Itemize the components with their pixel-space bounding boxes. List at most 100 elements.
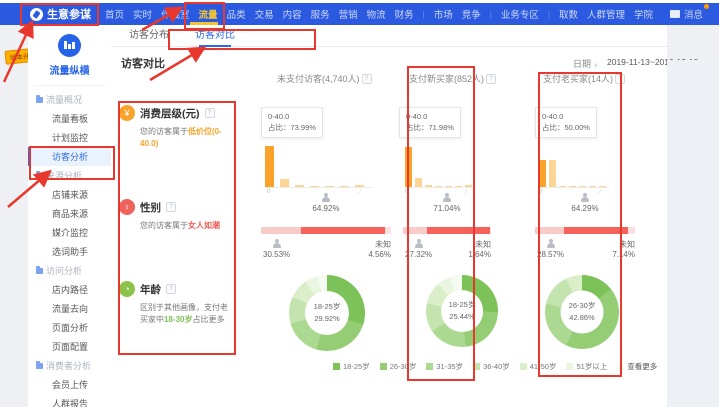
legend-item: 36-40岁 xyxy=(473,361,510,372)
sidebar-item-crowd-report[interactable]: 人群报告 xyxy=(52,399,89,407)
col-header-unpaid: 未支付访客(4,740人)? xyxy=(277,72,372,85)
col-header-old-buyers: 支付老买家(14人)? xyxy=(543,72,626,85)
help-icon[interactable]: ? xyxy=(361,73,372,84)
donut-ring: 26-30岁 42.86% xyxy=(545,275,619,349)
legend-swatch xyxy=(379,363,387,370)
sidebar-item-item-source[interactable]: 商品来源 xyxy=(52,209,89,219)
row-label-age: ◔ 年龄 ? 区别于其他画像，支付老买家中18-30岁占比更多 xyxy=(119,281,235,326)
traffic-module-icon xyxy=(58,34,81,57)
chart-tooltip: 0-40.0 占比：73.99% xyxy=(261,107,323,138)
nav-item-home[interactable]: 首页 xyxy=(105,10,125,21)
help-icon[interactable]: ? xyxy=(615,73,626,84)
sidebar-item-member-upload[interactable]: 会员上传 xyxy=(52,380,89,390)
row-label-consumption: ¥ 消费层级(元) ? 您的访客属于低价位(0-40.0) xyxy=(119,105,235,150)
top-navbar: 生意参谋 首页 实时 作战室 流量 品类 交易 内容 服务 营销 物流 财务 |… xyxy=(0,3,719,25)
compass-logo-icon xyxy=(30,7,43,21)
sidebar-item-word-helper[interactable]: 选词助手 xyxy=(52,247,89,257)
help-icon[interactable]: ? xyxy=(166,284,176,294)
sidebar-item-traffic-outflow[interactable]: 流量去向 xyxy=(52,304,89,314)
row-label-gender: ♀ 性别 ? 您的访客属于女人如潮 xyxy=(119,199,235,232)
sidebar-item-instore-path[interactable]: 店内路径 xyxy=(52,285,89,295)
sidebar-menu: 流量概况 流量看板 计划监控 访客分析 来源分析 店铺来源 商品来源 媒介监控 … xyxy=(28,90,111,407)
female-person-icon xyxy=(580,193,590,202)
app-logo-text: 生意参谋 xyxy=(47,9,91,21)
nav-items: 首页 实时 作战室 流量 品类 交易 内容 服务 营销 物流 财务 | 市场 竞… xyxy=(105,7,653,22)
message-badge-icon xyxy=(704,4,709,9)
age-legend: 18-25岁 26-30岁 31-35岁 36-40岁 41-50岁 51岁以上… xyxy=(333,361,657,372)
nav-item-service[interactable]: 服务 xyxy=(310,10,330,21)
nav-message[interactable]: 消息 xyxy=(669,4,709,21)
sidebar-item-plan-monitor[interactable]: 计划监控 xyxy=(52,133,89,143)
nav-item-crowd-mgmt[interactable]: 人群管理 xyxy=(586,10,625,21)
male-person-icon xyxy=(546,239,556,248)
bar-series[interactable] xyxy=(265,143,373,188)
gender-stacked-bar[interactable] xyxy=(261,227,391,234)
age-donut-old-buyers[interactable]: 26-30岁 42.86% xyxy=(545,275,619,349)
nav-item-business-zone[interactable]: 业务专区 xyxy=(500,10,539,21)
nav-item-category[interactable]: 品类 xyxy=(226,10,246,21)
sidebar-section-visit-analysis: 访问分析 xyxy=(28,261,111,280)
chart-tooltip: 0-40.0 占比：50.00% xyxy=(535,107,597,138)
age-icon: ◔ xyxy=(119,281,135,297)
nav-item-data-fetch[interactable]: 取数 xyxy=(558,10,578,21)
bar-series[interactable] xyxy=(539,143,609,188)
date-range-value[interactable]: 2019-11-13~2019-12-12 xyxy=(607,57,699,67)
legend-item: 31-35岁 xyxy=(426,361,463,372)
tab-visitor-compare[interactable]: 访客对比 xyxy=(195,25,235,47)
nav-divider: | xyxy=(547,9,550,19)
bar-chart-unpaid: 0-40.0 占比：73.99% 0 ⋯ xyxy=(261,103,389,199)
folder-icon xyxy=(36,170,43,179)
legend-swatch xyxy=(617,363,625,370)
bar-series[interactable] xyxy=(405,143,475,188)
sidebar-item-page-analysis[interactable]: 页面分析 xyxy=(52,323,89,333)
legend-view-more[interactable]: 查看更多 xyxy=(617,361,657,372)
nav-item-marketing[interactable]: 营销 xyxy=(338,10,358,21)
legend-item: 51岁以上 xyxy=(566,361,607,372)
message-label: 消息 xyxy=(683,10,703,21)
sidebar-section-traffic-overview: 流量概况 xyxy=(28,90,111,109)
nav-item-market[interactable]: 市场 xyxy=(433,10,453,21)
help-icon[interactable]: ? xyxy=(204,108,215,118)
nav-item-trade[interactable]: 交易 xyxy=(254,10,274,21)
top-strip xyxy=(0,0,719,3)
legend-swatch xyxy=(473,363,481,370)
page-title: 访客对比 xyxy=(121,58,165,70)
gender-chart-old-buyers: 64.29% 28.57% 未知 7.14% xyxy=(535,193,635,259)
legend-swatch xyxy=(566,363,574,370)
tab-visitor-distribution[interactable]: 访客分布 xyxy=(129,29,169,41)
nav-item-content[interactable]: 内容 xyxy=(282,10,302,21)
gender-stacked-bar[interactable] xyxy=(403,227,491,234)
nav-item-academy[interactable]: 学院 xyxy=(633,10,653,21)
main-content: 访客分布 访客对比 访客对比 日期 ∨ 2019-11-13~2019-12-1… xyxy=(111,25,698,407)
x-tick: 0 xyxy=(405,189,409,195)
age-donut-new-buyers[interactable]: 18-25岁 25.44% xyxy=(426,275,498,347)
date-filter[interactable]: 日期 ∨ xyxy=(573,59,598,69)
nav-item-traffic[interactable]: 流量 xyxy=(198,10,218,21)
nav-item-finance[interactable]: 财务 xyxy=(394,10,414,21)
sidebar-item-shop-source[interactable]: 店铺来源 xyxy=(52,190,89,200)
nav-item-logistics[interactable]: 物流 xyxy=(366,10,386,21)
male-person-icon xyxy=(272,239,282,248)
nav-item-competition[interactable]: 竞争 xyxy=(461,10,481,21)
x-tick: 0 xyxy=(267,189,271,195)
folder-icon xyxy=(36,94,43,103)
sidebar-brand-name: 流量纵横 xyxy=(49,66,90,77)
bar-chart-new-buyers: 0-40.0 占比：71.98% 0 ⋯ xyxy=(399,103,491,199)
app-logo[interactable]: 生意参谋 xyxy=(30,6,91,22)
sidebar-item-media-monitor[interactable]: 媒介监控 xyxy=(52,228,89,238)
gender-chart-unpaid: 64.92% 30.53% 未知 4.56% xyxy=(261,193,391,259)
gender-icon: ♀ xyxy=(119,199,135,215)
sidebar-item-visitor-analysis[interactable]: 访客分析 xyxy=(28,147,111,166)
donut-ring: 18-25岁 29.92% xyxy=(289,275,365,351)
gender-stacked-bar[interactable] xyxy=(535,227,635,234)
age-donut-unpaid[interactable]: 18-25岁 29.92% xyxy=(289,275,365,351)
sidebar-item-page-config[interactable]: 页面配置 xyxy=(52,342,89,352)
sidebar-section-consumer-analysis: 消费者分析 xyxy=(28,356,111,375)
female-person-icon xyxy=(442,193,452,202)
help-icon[interactable]: ? xyxy=(486,73,497,84)
nav-item-warroom[interactable]: 作战室 xyxy=(161,10,190,21)
message-icon xyxy=(669,10,680,18)
help-icon[interactable]: ? xyxy=(166,202,176,212)
nav-item-realtime[interactable]: 实时 xyxy=(133,10,153,21)
sidebar-item-traffic-board[interactable]: 流量看板 xyxy=(52,114,89,124)
